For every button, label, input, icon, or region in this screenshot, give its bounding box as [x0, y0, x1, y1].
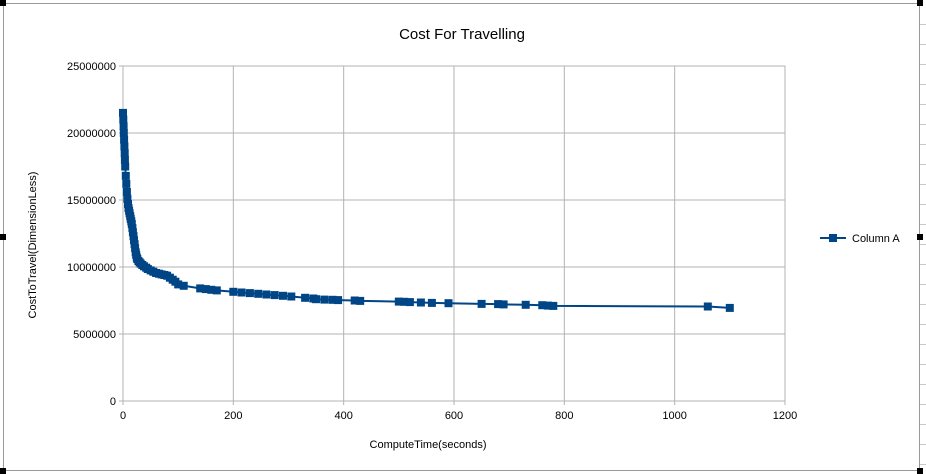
data-point-marker — [121, 171, 130, 180]
data-point-marker — [254, 289, 263, 298]
series-markers — [119, 108, 734, 312]
y-tick-label: 15000000 — [67, 195, 116, 207]
data-point-marker — [207, 285, 216, 294]
data-point-marker — [444, 299, 453, 308]
data-point-marker — [287, 292, 296, 301]
chart-title: Cost For Travelling — [399, 26, 525, 43]
resize-handle-top-left[interactable] — [0, 0, 6, 6]
data-point-marker — [262, 290, 271, 299]
data-point-marker — [543, 301, 552, 310]
data-point-marker — [120, 142, 129, 151]
data-point-marker — [494, 300, 503, 309]
data-point-marker — [356, 296, 365, 305]
data-point-marker — [121, 162, 130, 171]
x-tick-label: 1000 — [662, 410, 686, 422]
y-tick-label: 0 — [110, 396, 116, 408]
data-point-marker — [538, 301, 547, 310]
y-axis-title: CostToTravel(DimensionLess) — [27, 172, 39, 319]
data-point-marker — [237, 288, 246, 297]
x-axis-ticks: 0 200 400 600 800 1000 1200 — [120, 401, 797, 422]
data-point-marker — [123, 194, 132, 203]
data-point-marker — [312, 295, 321, 304]
y-axis-ticks: 0 5000000 10000000 15000000 20000000 25000000 — [67, 61, 123, 408]
x-tick-label: 600 — [445, 410, 463, 422]
resize-handle-top-right[interactable] — [917, 0, 923, 6]
data-point-marker — [320, 295, 329, 304]
resize-handle-left-middle[interactable] — [0, 234, 6, 240]
resize-handle-bottom-right[interactable] — [917, 468, 923, 474]
data-point-marker — [122, 188, 131, 196]
data-point-marker — [245, 289, 254, 298]
data-point-marker — [725, 303, 734, 312]
data-point-marker — [120, 149, 129, 158]
legend-label-column-a: Column A — [852, 233, 900, 245]
resize-handle-bottom-left[interactable] — [0, 468, 6, 474]
data-point-marker — [229, 287, 238, 296]
x-axis-title: ComputeTime(seconds) — [370, 439, 487, 451]
data-point-marker — [549, 301, 558, 310]
legend: Column A — [820, 233, 900, 245]
data-point-marker — [499, 300, 508, 309]
data-point-marker — [179, 281, 188, 290]
data-point-marker — [119, 122, 128, 131]
data-point-marker — [703, 302, 712, 311]
y-tick-label: 5000000 — [73, 329, 116, 341]
data-point-marker — [128, 224, 137, 233]
plot-area-border — [122, 65, 786, 402]
data-point-marker — [400, 297, 409, 306]
data-point-marker — [328, 295, 337, 304]
data-point-marker — [174, 280, 183, 289]
y-tick-label: 25000000 — [67, 61, 116, 73]
data-point-marker — [212, 286, 221, 295]
data-point-marker — [394, 297, 403, 306]
data-point-marker — [279, 291, 287, 300]
data-point-marker — [416, 298, 425, 307]
data-point-marker — [334, 296, 343, 305]
legend-marker-column-a — [829, 234, 837, 242]
data-point-marker — [405, 298, 414, 307]
data-point-marker — [477, 299, 486, 308]
data-point-marker — [201, 285, 210, 294]
x-tick-label: 400 — [334, 410, 352, 422]
x-tick-label: 800 — [555, 410, 573, 422]
data-point-marker — [270, 291, 279, 300]
x-tick-label: 1200 — [773, 410, 797, 422]
data-point-marker — [119, 108, 127, 117]
x-tick-label: 0 — [120, 410, 126, 422]
data-point-marker — [120, 155, 129, 164]
y-tick-label: 20000000 — [67, 128, 116, 140]
grid-lines — [122, 65, 786, 402]
data-point-marker — [119, 129, 128, 137]
data-point-marker — [521, 300, 530, 309]
sheet-grid-edge — [920, 0, 926, 474]
data-point-marker — [122, 179, 131, 188]
series-line-column-a — [122, 112, 730, 309]
data-point-marker — [120, 135, 129, 144]
data-point-marker — [350, 296, 359, 305]
resize-handle-right-middle[interactable] — [917, 234, 923, 240]
data-point-marker — [196, 284, 205, 293]
data-point-marker — [131, 244, 140, 253]
data-point-marker — [301, 293, 310, 302]
data-point-marker — [427, 298, 436, 307]
x-tick-label: 200 — [224, 410, 242, 422]
y-tick-label: 10000000 — [67, 262, 116, 274]
data-point-marker — [119, 115, 128, 124]
